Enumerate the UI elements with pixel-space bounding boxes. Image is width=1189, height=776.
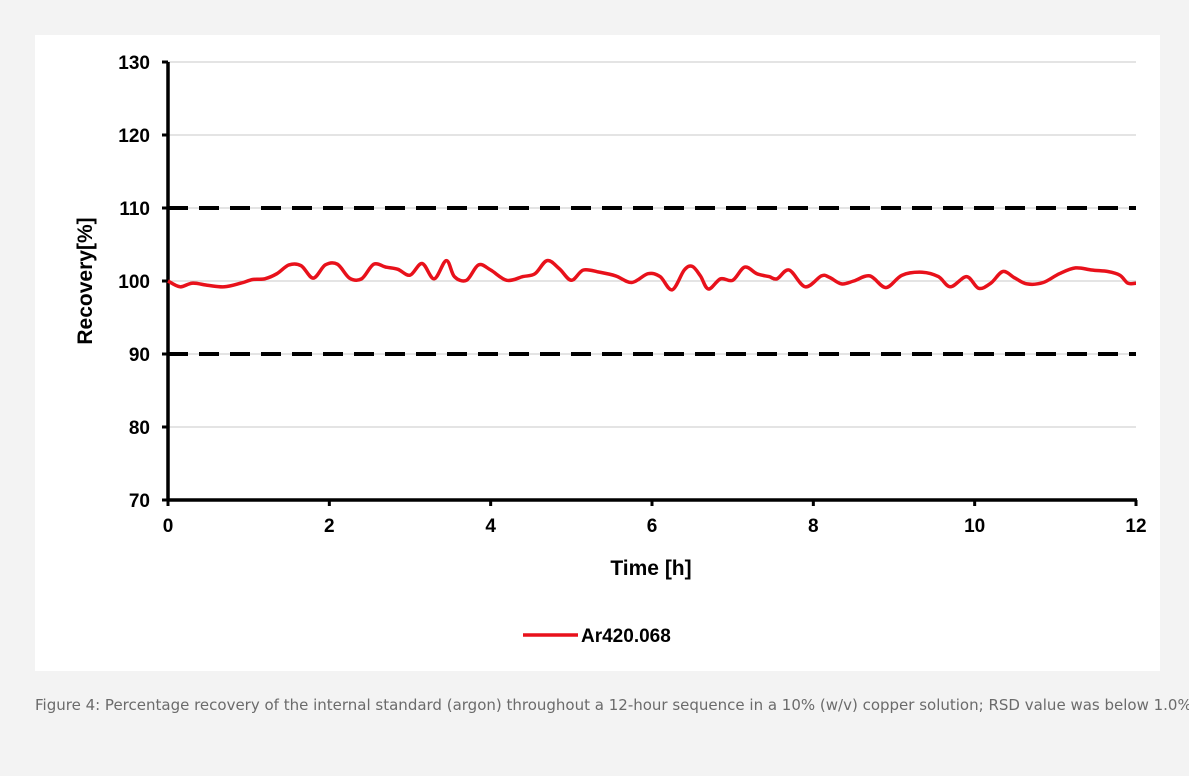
y-tick-label-130: 130 xyxy=(118,53,150,74)
x-axis-label: Time [h] xyxy=(610,557,691,580)
tick-labels: 70 80 90 100 110 120 130 0 2 4 6 8 10 12 xyxy=(118,53,1146,537)
x-tick-label-0: 0 xyxy=(163,516,174,537)
y-tick-label-70: 70 xyxy=(129,491,150,512)
y-tick-label-80: 80 xyxy=(129,418,150,439)
chart-card: 70 80 90 100 110 120 130 0 2 4 6 8 10 12 Time [h] Rec… xyxy=(35,35,1160,671)
legend-label-ar420: Ar420.068 xyxy=(581,626,671,647)
figure-caption: Figure 4: Percentage recovery of the int… xyxy=(35,696,1189,714)
y-tick-label-120: 120 xyxy=(118,126,150,147)
x-tick-label-4: 4 xyxy=(485,516,496,537)
series-layer xyxy=(167,258,1137,292)
y-axis-label: Recovery[%] xyxy=(74,217,97,344)
limit-lines xyxy=(168,206,1136,356)
x-tick-label-8: 8 xyxy=(808,516,819,537)
x-tick-label-6: 6 xyxy=(647,516,658,537)
x-tick-label-2: 2 xyxy=(324,516,335,537)
y-tick-label-100: 100 xyxy=(118,272,150,293)
legend: Ar420.068 xyxy=(523,626,671,647)
recovery-line-chart: 70 80 90 100 110 120 130 0 2 4 6 8 10 12 Time [h] Rec… xyxy=(74,53,1147,647)
x-tick-label-10: 10 xyxy=(964,516,985,537)
y-tick-label-110: 110 xyxy=(119,199,150,220)
x-tick-label-12: 12 xyxy=(1125,516,1146,537)
series-line-0 xyxy=(167,258,1137,292)
y-tick-label-90: 90 xyxy=(129,345,150,366)
gridlines xyxy=(168,61,1136,428)
